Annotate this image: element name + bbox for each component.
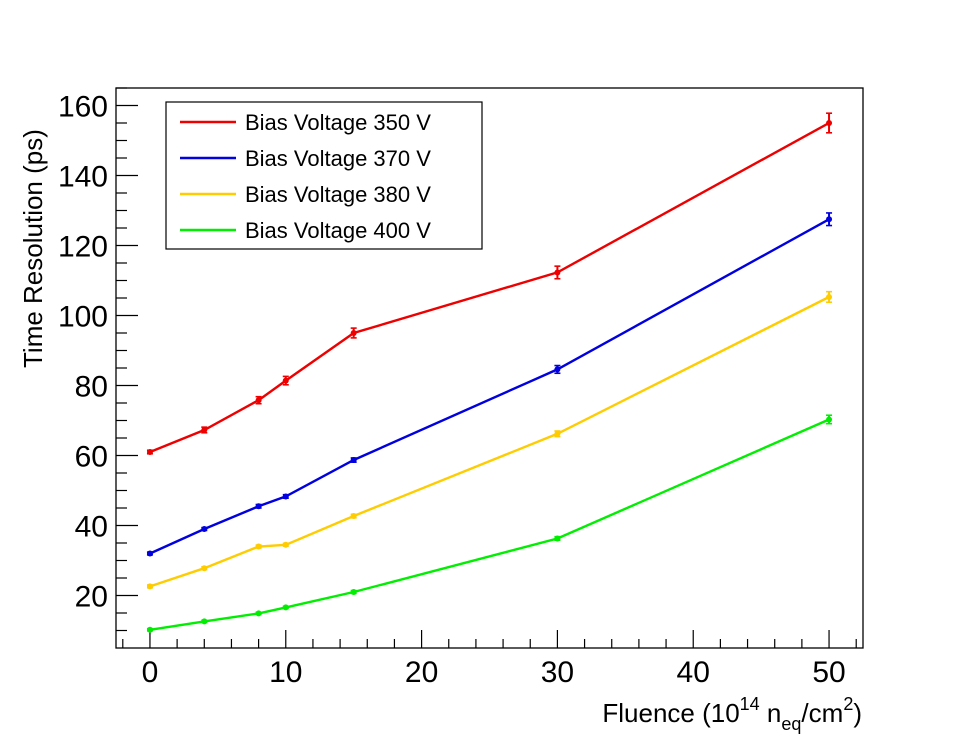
data-point	[554, 269, 561, 276]
data-point	[282, 493, 289, 500]
x-axis-title-unit-exp: 2	[843, 694, 853, 714]
legend-label: Bias Voltage 380 V	[245, 182, 431, 207]
data-point	[146, 449, 153, 455]
x-tick-label: 30	[541, 656, 574, 689]
data-point	[146, 626, 153, 633]
x-axis-title-unit: /cm	[801, 698, 843, 728]
series-line	[149, 295, 830, 588]
series-line	[149, 418, 830, 631]
x-axis-title-exp: 14	[740, 694, 760, 714]
data-point	[201, 426, 208, 433]
data-point	[554, 366, 561, 373]
legend-label: Bias Voltage 370 V	[245, 146, 431, 171]
y-tick-label: 60	[75, 441, 108, 474]
x-axis-title-main: Fluence (10	[602, 698, 739, 728]
y-tick-label: 140	[58, 161, 108, 194]
data-point	[554, 535, 561, 542]
y-axis-title: Time Resolution (ps)	[18, 129, 48, 368]
data-point	[282, 604, 289, 611]
data-point	[826, 416, 833, 423]
legend-label: Bias Voltage 350 V	[245, 110, 431, 135]
y-tick-label: 160	[58, 91, 108, 124]
data-point	[350, 330, 357, 336]
x-tick-label: 0	[142, 656, 159, 689]
data-point	[255, 610, 262, 617]
data-point	[826, 293, 833, 300]
axis-ticks	[116, 87, 857, 648]
data-point	[201, 565, 208, 572]
data-point	[255, 543, 262, 550]
data-point	[282, 377, 289, 384]
series-1	[146, 112, 833, 455]
data-point	[146, 550, 153, 557]
series-2	[146, 212, 833, 557]
legend-label: Bias Voltage 400 V	[245, 218, 431, 243]
x-axis-title: Fluence (1014 neq/cm2)	[602, 694, 862, 734]
data-point	[282, 541, 289, 548]
tick-labels: 0 10 20 30 40 50 20 40 60 80 100 120 140 160	[58, 91, 846, 690]
data-point	[554, 430, 561, 437]
x-axis-title-mid: n	[760, 698, 782, 728]
series-line	[149, 218, 830, 555]
series-4	[146, 414, 833, 633]
legend: Bias Voltage 350 V Bias Voltage 370 V Bias…	[165, 101, 483, 250]
x-tick-label: 50	[812, 656, 845, 689]
y-tick-label: 100	[58, 301, 108, 334]
data-point	[255, 503, 262, 510]
series-layer	[146, 112, 833, 633]
x-axis-title-close: )	[853, 698, 862, 728]
y-tick-label: 40	[75, 511, 108, 544]
data-point	[826, 216, 833, 223]
series-3	[146, 290, 833, 590]
data-point	[350, 589, 357, 595]
y-tick-label: 80	[75, 371, 108, 404]
x-axis-title-sub: eq	[781, 714, 801, 734]
data-point	[201, 618, 208, 625]
data-point	[255, 397, 262, 404]
data-point	[826, 120, 833, 126]
y-tick-label: 120	[58, 231, 108, 264]
legend-box	[165, 101, 483, 250]
y-tick-label: 20	[75, 581, 108, 614]
x-tick-label: 20	[405, 656, 438, 689]
data-point	[146, 583, 153, 590]
x-tick-label: 10	[269, 656, 302, 689]
data-point	[350, 513, 357, 520]
data-point	[350, 457, 357, 464]
data-point	[201, 526, 208, 532]
x-tick-label: 40	[677, 656, 710, 689]
